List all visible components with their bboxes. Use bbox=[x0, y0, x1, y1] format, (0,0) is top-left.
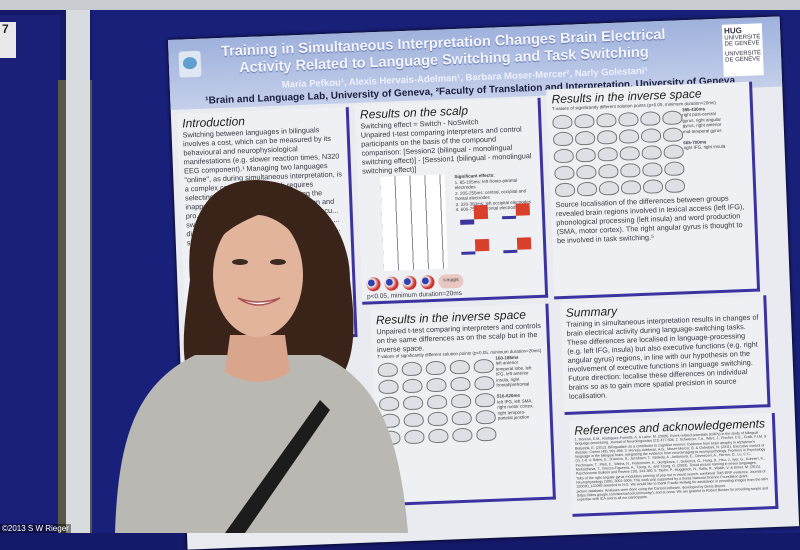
neck bbox=[225, 335, 290, 382]
right-eye bbox=[270, 259, 286, 265]
sweater bbox=[115, 355, 408, 533]
smile bbox=[237, 297, 281, 306]
left-poster-board bbox=[0, 15, 60, 533]
board-pole bbox=[66, 0, 90, 533]
face bbox=[213, 213, 303, 337]
hair-top bbox=[210, 198, 306, 250]
presenter-person bbox=[115, 180, 408, 533]
bag-strap bbox=[225, 400, 330, 533]
left-eye bbox=[232, 259, 248, 265]
board-top-rail bbox=[0, 0, 800, 10]
board-number-card: 7 bbox=[0, 22, 16, 58]
photo-credit: ©2013 S W Rieger bbox=[0, 524, 71, 533]
